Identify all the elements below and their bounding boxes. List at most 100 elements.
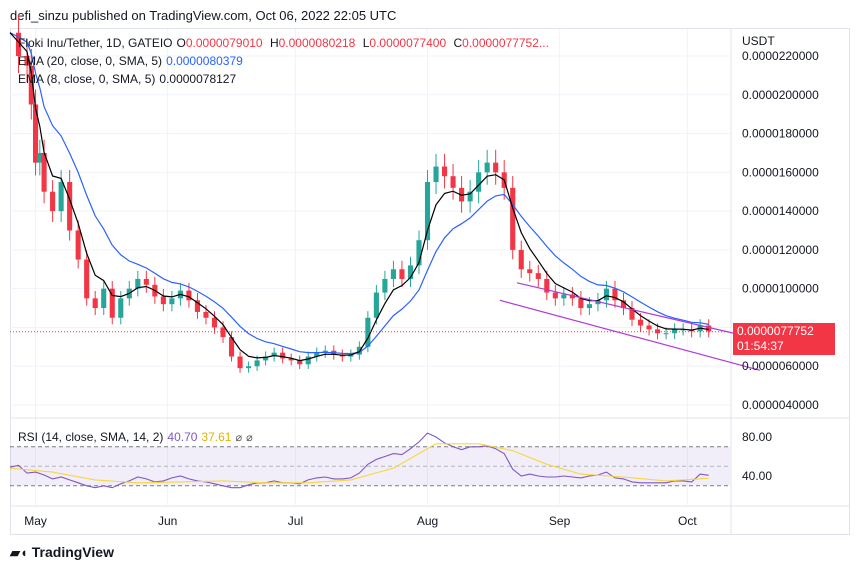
tradingview-logo[interactable]: ▰◖ TradingView (10, 544, 114, 561)
price-tick-label: 0.0000220000 (742, 49, 819, 63)
candle-body (518, 249, 524, 270)
candle-body (459, 187, 465, 202)
candle-body (263, 356, 269, 361)
candle-body (305, 356, 311, 365)
rsi-band (10, 446, 730, 487)
ema20-line (9, 32, 709, 355)
candle-body (433, 166, 439, 183)
ema8-line (9, 32, 709, 362)
chart-frame (10, 28, 850, 535)
time-tick-label: May (24, 514, 47, 528)
candle-body (578, 298, 584, 309)
candle-body (637, 319, 644, 326)
candle-body (442, 166, 448, 177)
candle-body (535, 273, 541, 279)
settings-icon[interactable]: ⌀ (246, 432, 253, 444)
high-value: 0.0000080218 (278, 36, 356, 50)
candle-body (706, 325, 712, 332)
candle-body (203, 311, 209, 318)
time-tick-label: Sep (549, 514, 571, 528)
tv-logo-icon: ▰◖ (10, 545, 28, 560)
candle-body (680, 329, 686, 331)
candle-body (194, 300, 201, 312)
candle-body (237, 356, 243, 369)
rsi-tick-label: 80.00 (742, 430, 772, 444)
candle-body (484, 162, 490, 173)
price-tick-label: 0.0000200000 (742, 88, 819, 102)
candle-body (254, 360, 260, 367)
wedge-upper-line (516, 282, 735, 334)
candle-body (246, 366, 252, 369)
candle-body (50, 191, 56, 212)
candle-body (527, 269, 533, 274)
candle-body (28, 65, 34, 105)
last-price-tag: 0.0000077752 01:54:37 (733, 323, 835, 355)
hide-icon[interactable]: ⌀ (235, 432, 243, 444)
ema20-label: EMA (20, close, 0, SMA, 5) (18, 54, 163, 68)
candle-body (416, 240, 422, 266)
candle-body (37, 152, 43, 163)
time-tick-label: Oct (678, 514, 697, 528)
rsi-legend: RSI (14, close, SMA, 14, 2) 40.70 37.61 ⌀ ⌀ (18, 430, 257, 444)
time-tick-label: Jun (158, 514, 177, 528)
high-label: H (269, 36, 279, 50)
candle-body (663, 333, 669, 335)
rsi-lines (9, 432, 709, 489)
price-tick-label: 0.0000120000 (742, 243, 819, 257)
candle-body (101, 288, 107, 309)
symbol-legend: Floki Inu/Tether, 1D, GATEIO O0.000007901… (18, 36, 553, 50)
candle-body (143, 278, 149, 285)
candle-body (382, 278, 388, 293)
candle-body (92, 298, 98, 309)
indicator-lines (9, 32, 730, 362)
rsi-ma-line (9, 443, 709, 484)
last-price: 0.0000077752 (737, 324, 814, 338)
candle-body (390, 269, 396, 279)
candle-body (552, 292, 558, 299)
time-tick-label: Aug (417, 514, 438, 528)
rsi-label: RSI (14, close, SMA, 14, 2) (18, 430, 164, 444)
candle-body (228, 337, 235, 357)
bar-countdown: 01:54:37 (737, 339, 784, 353)
candle-body (586, 304, 592, 309)
candle-body (24, 56, 30, 66)
candle-body (271, 352, 277, 357)
candle-body (169, 298, 175, 305)
rsi-value: 40.70 (167, 430, 198, 444)
ema20-legend: EMA (20, close, 0, SMA, 5) 0.0000080379 (18, 54, 247, 68)
candle-body (297, 360, 303, 365)
candle-body (510, 187, 516, 250)
tv-brand-text: TradingView (31, 544, 114, 560)
ema20-value: 0.0000080379 (166, 54, 243, 68)
candle-body (561, 294, 567, 299)
candle-body (612, 288, 618, 301)
candle-body (186, 290, 192, 301)
candle-body (118, 298, 124, 318)
rsi-tick-label: 40.00 (742, 469, 772, 483)
candle-body (322, 350, 328, 353)
ema8-legend: EMA (8, close, 0, SMA, 5) 0.0000078127 (18, 72, 240, 86)
candle-body (407, 265, 414, 279)
price-tick-label: 0.0000180000 (742, 127, 819, 141)
candlesticks (15, 14, 712, 373)
candle-body (672, 329, 678, 334)
candle-body (450, 176, 456, 188)
low-value: 0.0000077400 (369, 36, 447, 50)
candle-body (33, 104, 39, 163)
candle-body (620, 300, 627, 309)
price-tick-label: 0.0000160000 (742, 165, 819, 179)
time-tick-label: Jul (288, 514, 303, 528)
price-tick-label: 0.0000140000 (742, 204, 819, 218)
candle-body (160, 296, 166, 305)
candle-body (655, 329, 661, 334)
candle-body (629, 308, 635, 320)
candle-body (373, 292, 379, 318)
candle-body (314, 352, 320, 357)
open-label: O (176, 36, 186, 50)
candle-body (58, 182, 64, 212)
candle-body (84, 259, 90, 299)
axis-labels: 0.0000220000 0.0000200000 0.0000180000 0.00… (24, 49, 819, 528)
open-value: 0.0000079010 (185, 36, 263, 50)
candle-body (544, 278, 550, 293)
